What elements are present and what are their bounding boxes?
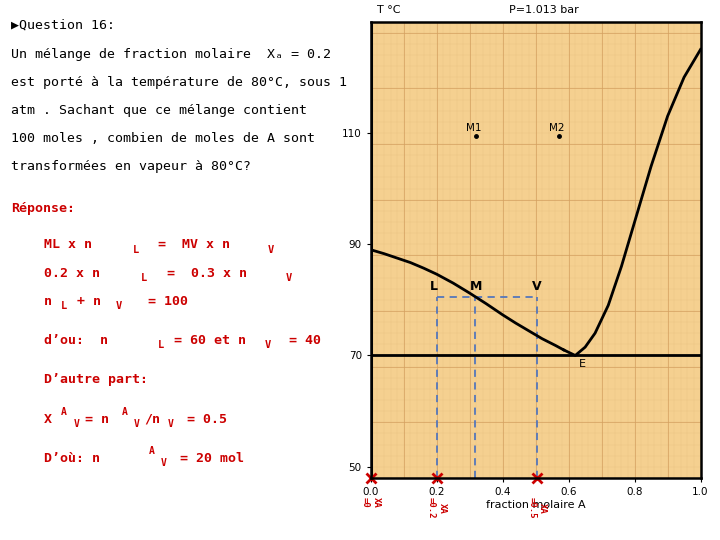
Text: V: V xyxy=(168,419,174,429)
Text: M: M xyxy=(469,280,482,293)
Text: V: V xyxy=(268,245,274,255)
Text: A: A xyxy=(60,407,66,417)
Text: n: n xyxy=(44,295,52,308)
Text: = 0.5: = 0.5 xyxy=(179,413,227,426)
Text: = n: = n xyxy=(86,413,109,426)
Text: d’ou:  n: d’ou: n xyxy=(44,334,107,347)
Text: L: L xyxy=(132,245,139,255)
Text: ▶Question 16:: ▶Question 16: xyxy=(11,19,115,32)
Text: V: V xyxy=(134,419,140,429)
Text: A: A xyxy=(149,447,155,456)
Text: Un mélange de fraction molaire  Xₐ = 0.2: Un mélange de fraction molaire Xₐ = 0.2 xyxy=(11,48,331,60)
X-axis label: fraction molaire A: fraction molaire A xyxy=(486,500,585,510)
Text: = 60 et n: = 60 et n xyxy=(166,334,246,347)
Text: V: V xyxy=(115,301,122,311)
Text: A: A xyxy=(122,407,127,417)
Text: Réponse:: Réponse: xyxy=(11,202,75,215)
Text: T °C: T °C xyxy=(377,5,401,15)
Text: transformées en vapeur à 80°C?: transformées en vapeur à 80°C? xyxy=(11,160,251,173)
Text: V: V xyxy=(532,280,542,293)
Text: = 20 mol: = 20 mol xyxy=(172,452,244,465)
Text: =  MV x n: = MV x n xyxy=(142,239,230,252)
Text: V: V xyxy=(264,340,271,350)
Text: 100 moles , combien de moles de A sont: 100 moles , combien de moles de A sont xyxy=(11,132,315,145)
Text: = 40: = 40 xyxy=(273,334,320,347)
Text: XA
=0.2: XA =0.2 xyxy=(427,497,446,519)
Text: M1: M1 xyxy=(467,123,482,133)
Text: V: V xyxy=(286,273,292,283)
Text: + n: + n xyxy=(69,295,101,308)
Text: = 100: = 100 xyxy=(124,295,188,308)
Text: L: L xyxy=(158,340,163,350)
Text: L: L xyxy=(141,273,148,283)
Text: X: X xyxy=(44,413,52,426)
Text: 0.2 x n: 0.2 x n xyxy=(44,267,99,280)
Text: E: E xyxy=(579,359,585,369)
Text: =  0.3 x n: = 0.3 x n xyxy=(151,267,247,280)
Text: XA
=0.5: XA =0.5 xyxy=(528,497,547,519)
Text: V: V xyxy=(73,419,79,429)
Text: L: L xyxy=(430,280,438,293)
Text: atm . Sachant que ce mélange contient: atm . Sachant que ce mélange contient xyxy=(11,104,307,117)
Text: L: L xyxy=(60,301,67,311)
Text: XA
=0: XA =0 xyxy=(361,497,380,508)
Text: V: V xyxy=(161,458,167,468)
Text: M2: M2 xyxy=(549,123,564,133)
Text: P=1.013 bar: P=1.013 bar xyxy=(509,5,579,15)
Text: D’autre part:: D’autre part: xyxy=(44,373,148,386)
Text: est porté à la température de 80°C, sous 1: est porté à la température de 80°C, sous… xyxy=(11,76,347,89)
Text: D’où: n: D’où: n xyxy=(44,452,99,465)
Text: /n: /n xyxy=(145,413,161,426)
Text: ML x n: ML x n xyxy=(44,239,91,252)
